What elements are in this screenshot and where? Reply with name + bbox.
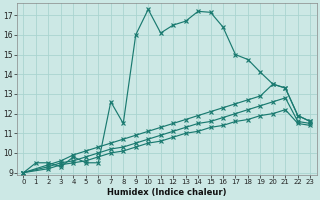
X-axis label: Humidex (Indice chaleur): Humidex (Indice chaleur) <box>107 188 227 197</box>
